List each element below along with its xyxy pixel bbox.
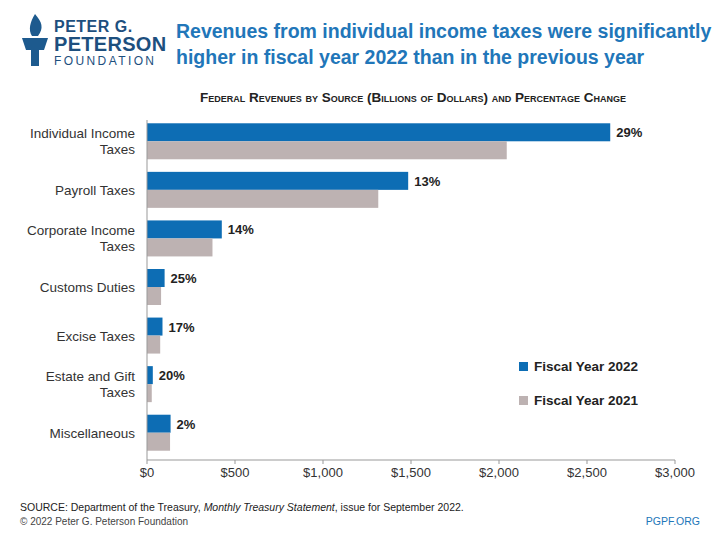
source-part: SOURCE: Department of the Treasury, <box>20 501 204 513</box>
bar <box>147 123 610 141</box>
category-label: Payroll Taxes <box>55 183 135 198</box>
change-label: 25% <box>171 271 197 286</box>
bar <box>147 336 160 354</box>
change-label: 13% <box>414 174 440 189</box>
bar <box>147 415 171 433</box>
tick-label: $1,500 <box>391 465 431 480</box>
category-label: Excise Taxes <box>56 329 135 344</box>
tick-mark <box>147 460 148 464</box>
category-label-line: Taxes <box>100 239 136 254</box>
y-axis-line <box>147 120 148 460</box>
logo-text: FOUNDATION <box>54 54 156 68</box>
copyright: © 2022 Peter G. Peterson Foundation <box>20 516 188 527</box>
category-label-line: Excise Taxes <box>56 329 135 344</box>
logo-icon <box>22 38 48 50</box>
bar <box>147 287 161 305</box>
logo-icon <box>31 50 39 66</box>
bar <box>147 366 153 384</box>
legend-label: Fiscal Year 2022 <box>534 359 638 374</box>
bar <box>147 220 222 238</box>
change-label: 29% <box>616 125 642 140</box>
legend-swatch <box>519 362 528 371</box>
source: SOURCE: Department of the Treasury, Mont… <box>20 501 464 513</box>
category-label-line: Taxes <box>100 385 136 400</box>
category-label-line: Taxes <box>100 142 136 157</box>
tick-mark <box>675 460 676 464</box>
category-label: Customs Duties <box>40 280 136 295</box>
change-label: 17% <box>168 320 194 335</box>
change-label: 20% <box>159 368 185 383</box>
bar <box>147 269 165 287</box>
tick-mark <box>235 460 236 464</box>
chart-root: PETER G.PETERSONFOUNDATION Revenues from … <box>0 0 720 540</box>
legend-label: Fiscal Year 2021 <box>534 393 639 408</box>
source-part: , issue for September 2022. <box>335 501 464 513</box>
bar <box>147 172 408 190</box>
category-label: Corporate IncomeTaxes <box>27 223 135 254</box>
chart-svg: PETER G.PETERSONFOUNDATION Revenues from … <box>0 0 720 540</box>
source-part: Monthly Treasury Statement <box>204 501 336 513</box>
category-label: Miscellaneous <box>49 426 135 441</box>
tick-label: $0 <box>140 465 154 480</box>
bar <box>147 190 378 208</box>
legend-swatch <box>519 396 528 405</box>
category-label-line: Corporate Income <box>27 223 135 238</box>
category-label: Individual IncomeTaxes <box>30 126 135 157</box>
bar <box>147 141 507 159</box>
category-label-line: Payroll Taxes <box>55 183 135 198</box>
logo-icon <box>30 14 42 36</box>
category-label: Estate and GiftTaxes <box>46 369 136 400</box>
title: higher in fiscal year 2022 than in the p… <box>176 46 645 68</box>
bar <box>147 318 162 336</box>
site: PGPF.ORG <box>646 515 700 527</box>
tick-label: $500 <box>221 465 250 480</box>
title: Revenues from individual income taxes we… <box>176 20 711 42</box>
tick-label: $1,000 <box>303 465 343 480</box>
bar <box>147 384 152 402</box>
category-label-line: Customs Duties <box>40 280 136 295</box>
tick-mark <box>323 460 324 464</box>
tick-label: $2,500 <box>567 465 607 480</box>
tick-mark <box>499 460 500 464</box>
tick-mark <box>587 460 588 464</box>
category-label-line: Estate and Gift <box>46 369 136 384</box>
legend: Fiscal Year 2022 Fiscal Year 2021 <box>519 359 639 408</box>
category-label-line: Miscellaneous <box>49 426 135 441</box>
tick-label: $3,000 <box>655 465 695 480</box>
logo: PETER G.PETERSONFOUNDATION <box>22 14 166 68</box>
change-label: 2% <box>177 417 196 432</box>
bar <box>147 238 212 256</box>
tick-mark <box>411 460 412 464</box>
change-label: 14% <box>228 222 254 237</box>
bar <box>147 433 170 451</box>
subtitle: Federal Revenues by Source (Billions of … <box>200 90 626 105</box>
category-label-line: Individual Income <box>30 126 135 141</box>
logo-text: PETERSON <box>54 33 166 55</box>
tick-label: $2,000 <box>479 465 519 480</box>
